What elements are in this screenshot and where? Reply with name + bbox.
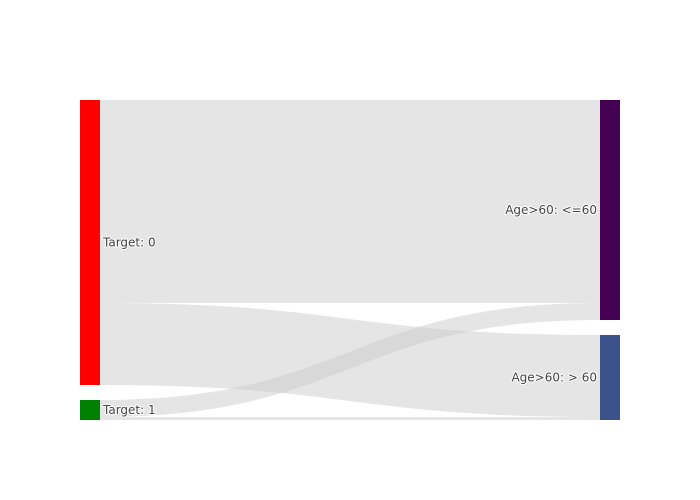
link-t0-to-a_le60[interactable] [100, 100, 600, 303]
labels-layer: Target: 0 Target: 1 Age>60: <=60 Age>60: > … [101, 202, 598, 418]
nodes-layer [80, 100, 620, 420]
link-t1-to-a_le60[interactable] [100, 303, 600, 417]
node-label-a_gt60: Age>60: > 60 [511, 371, 597, 385]
link-t1-to-a_gt60[interactable] [100, 417, 600, 420]
node-t0[interactable] [80, 100, 100, 385]
node-label-t0: Target: 0 [102, 236, 156, 250]
node-label-t1: Target: 1 [102, 403, 156, 417]
node-label-a_le60: Age>60: <=60 [505, 203, 597, 217]
links-layer [100, 100, 600, 420]
node-a_le60[interactable] [600, 100, 620, 320]
node-a_gt60[interactable] [600, 335, 620, 420]
node-t1[interactable] [80, 400, 100, 420]
